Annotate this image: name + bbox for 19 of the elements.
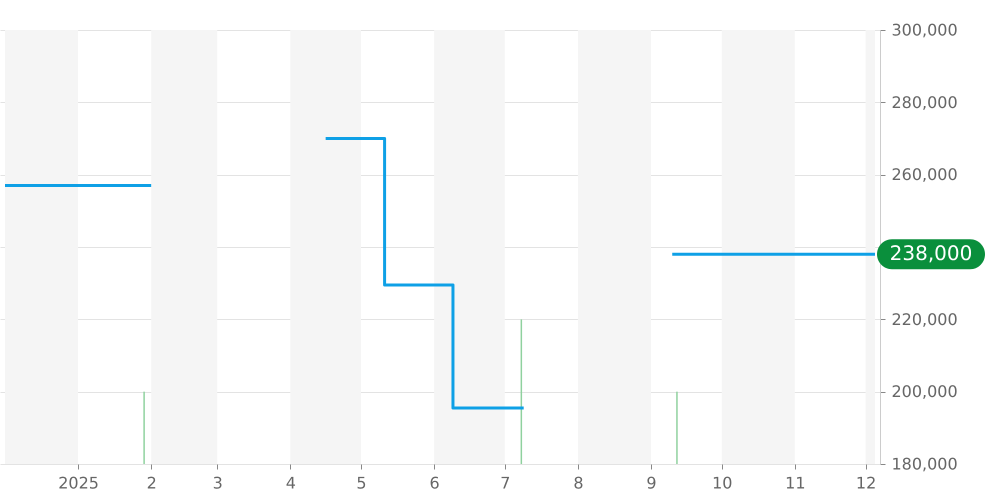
x-tick-label: 10 [712, 474, 732, 492]
x-tick-label: 8 [573, 474, 584, 492]
x-tick-label: 7 [500, 474, 510, 492]
y-tick-label: 300,000 [892, 20, 958, 40]
y-tick-label: 180,000 [892, 454, 958, 474]
x-tick-label: 4 [286, 474, 296, 492]
y-tick-label: 260,000 [892, 165, 958, 184]
x-tick-label: 12 [856, 474, 876, 492]
x-tick-label: 2 [146, 474, 157, 492]
x-tick-label: 9 [646, 474, 657, 492]
y-tick-label: 200,000 [892, 382, 958, 402]
x-tick-label: 11 [785, 474, 806, 492]
x-tick-label: 3 [212, 474, 223, 492]
x-tick-label: 6 [430, 474, 440, 492]
x-tick-label: 5 [356, 474, 367, 492]
y-tick-label: 220,000 [892, 310, 958, 329]
y-tick-label: 280,000 [892, 92, 958, 112]
x-tick-label: 2025 [58, 474, 99, 492]
annotation: 238,000 [890, 241, 972, 266]
